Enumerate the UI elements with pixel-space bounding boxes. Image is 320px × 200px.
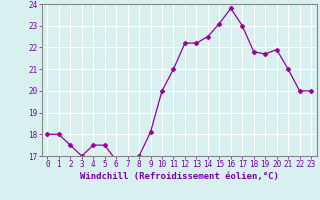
X-axis label: Windchill (Refroidissement éolien,°C): Windchill (Refroidissement éolien,°C) xyxy=(80,172,279,181)
